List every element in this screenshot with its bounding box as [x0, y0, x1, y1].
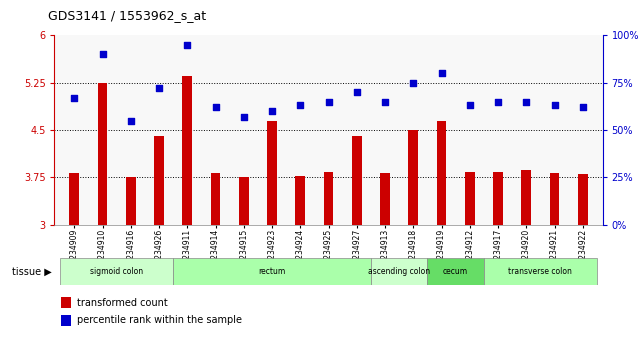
- Bar: [437, 121, 447, 225]
- Point: [210, 104, 221, 110]
- Bar: [465, 172, 475, 225]
- Point: [465, 103, 475, 108]
- Point: [352, 89, 362, 95]
- Bar: [69, 173, 79, 225]
- Point: [295, 103, 305, 108]
- Bar: [549, 173, 560, 225]
- Point: [549, 103, 560, 108]
- Point: [493, 99, 503, 104]
- Point: [408, 80, 419, 86]
- Bar: [371, 258, 428, 285]
- Point: [521, 99, 531, 104]
- Text: ascending colon: ascending colon: [368, 267, 430, 276]
- Text: rectum: rectum: [258, 267, 286, 276]
- Text: percentile rank within the sample: percentile rank within the sample: [77, 315, 242, 325]
- Point: [437, 70, 447, 76]
- Bar: [428, 258, 484, 285]
- Text: transverse colon: transverse colon: [508, 267, 572, 276]
- Bar: [493, 172, 503, 225]
- Bar: [578, 174, 588, 225]
- Bar: [97, 83, 108, 225]
- Bar: [296, 176, 305, 225]
- Bar: [210, 173, 221, 225]
- Text: cecum: cecum: [443, 267, 468, 276]
- Bar: [352, 136, 362, 225]
- Bar: [380, 173, 390, 225]
- Point: [323, 99, 333, 104]
- Text: transformed count: transformed count: [77, 298, 168, 308]
- Bar: [267, 121, 277, 225]
- Point: [154, 86, 164, 91]
- Text: tissue ▶: tissue ▶: [12, 267, 51, 277]
- Point: [238, 114, 249, 120]
- Point: [97, 51, 108, 57]
- Bar: [60, 258, 173, 285]
- Point: [578, 104, 588, 110]
- Text: GDS3141 / 1553962_s_at: GDS3141 / 1553962_s_at: [48, 9, 206, 22]
- Point: [126, 118, 136, 124]
- Bar: [324, 172, 333, 225]
- Point: [182, 42, 192, 48]
- Point: [380, 99, 390, 104]
- Bar: [408, 130, 418, 225]
- Point: [267, 108, 277, 114]
- Bar: [521, 170, 531, 225]
- Bar: [239, 177, 249, 225]
- Bar: [173, 258, 371, 285]
- Point: [69, 95, 79, 101]
- Text: sigmoid colon: sigmoid colon: [90, 267, 143, 276]
- Bar: [182, 76, 192, 225]
- Bar: [154, 136, 164, 225]
- Bar: [126, 177, 136, 225]
- Bar: [484, 258, 597, 285]
